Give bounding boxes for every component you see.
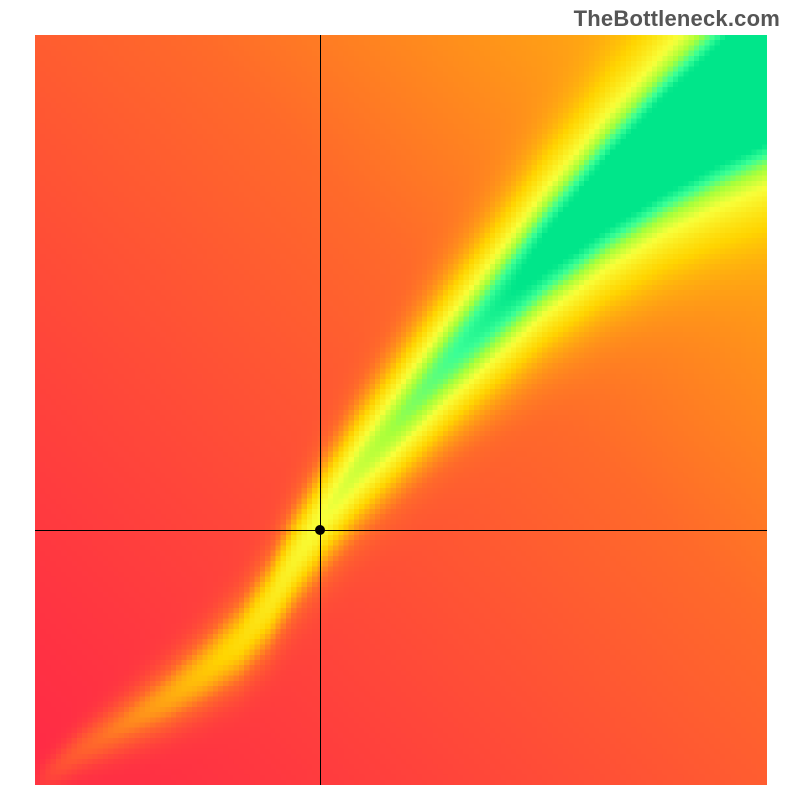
plot-area [34,34,768,786]
crosshair-horizontal [35,530,767,531]
watermark-text: TheBottleneck.com [574,6,780,32]
chart-container: TheBottleneck.com [0,0,800,800]
crosshair-marker [315,525,325,535]
crosshair-vertical [320,35,321,785]
heatmap-canvas [35,35,767,785]
